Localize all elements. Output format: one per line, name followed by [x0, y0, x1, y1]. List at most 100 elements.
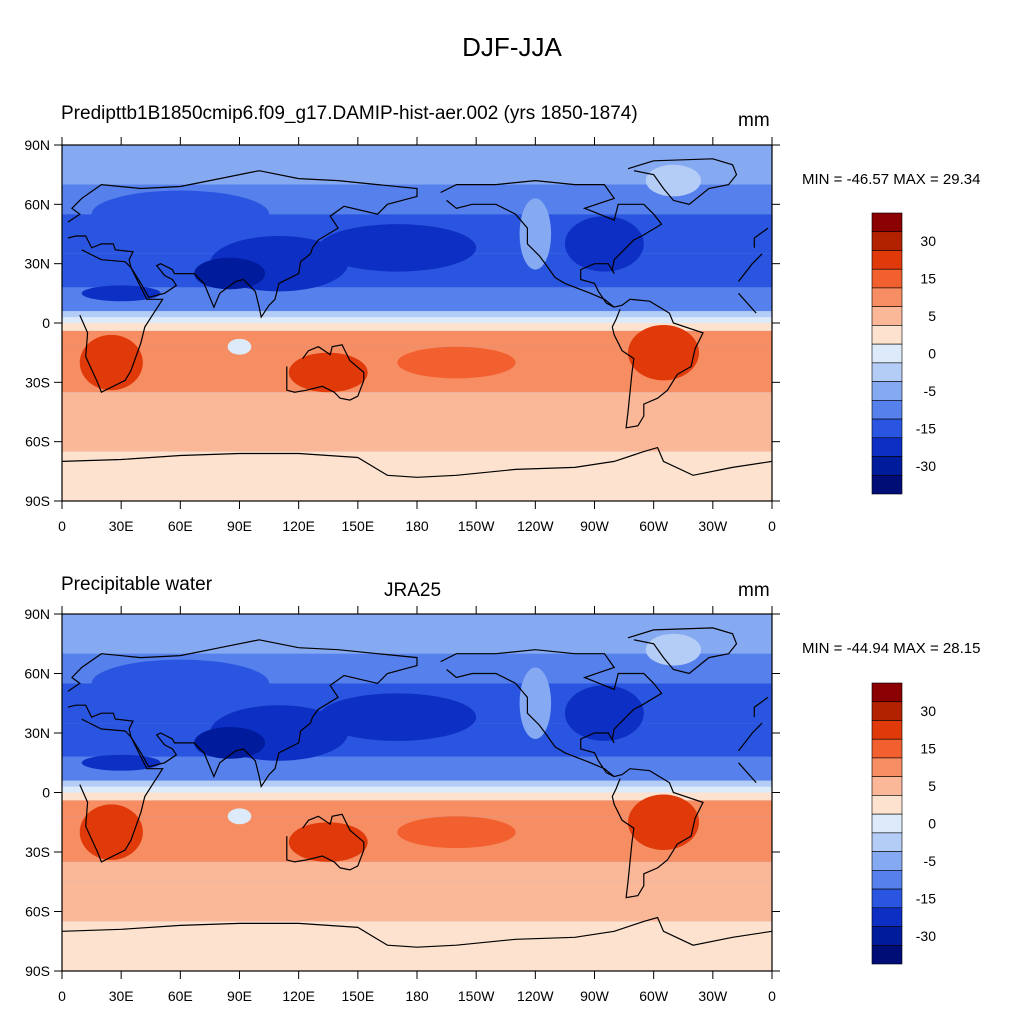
panel1-colorbar-swatch [871, 400, 903, 420]
panel1-sahel-blue [81, 285, 161, 302]
coastline-eurasia [753, 227, 769, 248]
panel1-colorbar-label: -5 [924, 383, 937, 399]
panel1-india-darkest-blue [194, 257, 266, 290]
panel1-colorbar-swatch [871, 343, 903, 364]
panel2-colorbar-label: 0 [928, 816, 936, 832]
panel2-minmax: MIN = -44.94 MAX = 28.15 [802, 640, 981, 657]
panel1-lat-label: 90N [24, 137, 50, 153]
panel1-greenland-light [645, 164, 702, 197]
panel2-lat-label: 60N [24, 666, 50, 682]
panel2-lat-label: 60S [25, 904, 50, 920]
panel2-band [62, 881, 772, 922]
panel1-brazil-red [628, 324, 700, 381]
panel2-center-label: JRA25 [384, 580, 442, 601]
panel1-colorbar-label: 0 [928, 346, 936, 362]
panel2-india-darkest-blue [194, 727, 266, 759]
panel1-nh-siberia-blue [91, 190, 270, 238]
panel1-band [62, 317, 772, 323]
panel2-lon-label: 0 [58, 988, 66, 1004]
panel1-lon-label: 120W [517, 518, 554, 534]
panel1-map [62, 145, 772, 501]
panel1-colorbar-label: 15 [920, 271, 936, 287]
panel2-lat-label: 90N [24, 606, 50, 622]
panel2-map [62, 614, 772, 971]
panel1-band [62, 451, 772, 501]
panel2-ocean-light [227, 808, 252, 825]
panel1-colorbar-swatch [871, 325, 903, 345]
panel2-lat-label: 30N [24, 725, 50, 741]
panel2-colorbar-swatch [871, 776, 903, 796]
panel2-band [62, 780, 772, 787]
panel2-colorbar-swatch [871, 888, 903, 909]
panel2-lon-label: 120W [517, 988, 554, 1004]
panel2-lon-label: 60E [168, 988, 193, 1004]
figure-title: DJF-JJA [462, 32, 562, 62]
coastline-eurasia [753, 696, 769, 718]
panel1-colorbar-swatch [871, 268, 903, 289]
coastline-australia [286, 813, 365, 871]
panel2-colorbar-swatch [871, 926, 903, 946]
panel1-colorbar-swatch [871, 212, 903, 233]
coastline-eurasia [67, 639, 418, 789]
panel1-colorbar-swatch [871, 381, 903, 401]
coastline-greenland [627, 627, 738, 675]
coastline-africa [738, 762, 757, 783]
panel2-lon-label: 120E [282, 988, 315, 1004]
panel2-brazil-red [628, 794, 700, 851]
panel1-lon-label: 150E [341, 518, 374, 534]
panel1-ocean-light [227, 338, 252, 355]
panel2-australia-red [288, 822, 368, 862]
panel2-lon-label: 0 [768, 988, 776, 1004]
panel2-left-label: Precipitable water [61, 574, 213, 595]
coastline-nam [440, 179, 663, 308]
panel1-rockies-light [519, 198, 552, 270]
panel1-namerica-blue [564, 216, 644, 272]
panel2-colorbar-swatch [871, 701, 903, 721]
panel2-npacific-blue [318, 693, 477, 741]
panel2-colorbar-swatch [871, 832, 903, 852]
panel2-lat-label: 0 [42, 785, 50, 801]
panel2-colorbar-swatch [871, 944, 903, 965]
panel2-colorbar-label: -30 [916, 928, 936, 944]
panel1-lon-label: 30E [109, 518, 134, 534]
panel2-greenland-light [645, 633, 702, 666]
panel1-spacific-orange [397, 346, 516, 379]
panel1-lon-label: 150W [458, 518, 495, 534]
panel2-colorbar-label: -15 [916, 890, 936, 906]
panel1-colorbar-swatch [871, 418, 903, 439]
coastline-africa [738, 253, 763, 282]
panel2-lon-label: 150E [341, 988, 374, 1004]
panel2-colorbar-swatch [871, 757, 903, 777]
panel1-colorbar-swatch [871, 474, 903, 495]
panel2-band [62, 792, 772, 801]
panel2-band [62, 786, 772, 793]
panel1-lat-label: 30S [25, 374, 50, 390]
panel1-npacific-blue [318, 224, 477, 272]
panel1-lon-label: 0 [58, 518, 66, 534]
coastline-africa [738, 292, 757, 314]
panel1-lon-label: 90W [580, 518, 610, 534]
panel1-lat-label: 30N [24, 256, 50, 272]
panel1-units: mm [738, 110, 770, 131]
panel2-colorbar-swatch [871, 738, 903, 759]
panel2-colorbar-label: 30 [920, 703, 936, 719]
coastline-australia [286, 344, 365, 401]
panel2-colorbar-label: 5 [928, 778, 936, 794]
panel2-colorbar-swatch [871, 813, 903, 834]
panel1-band [62, 323, 772, 331]
panel2-lon-label: 30E [109, 988, 134, 1004]
panel1-lat-label: 0 [42, 315, 50, 331]
coastline-greenland [627, 158, 738, 205]
panel2-lon-label: 90W [580, 988, 610, 1004]
panel2-nh-siberia-blue [91, 659, 270, 708]
panel1-colorbar-label: 30 [920, 233, 936, 249]
panel2-rockies-light [519, 667, 552, 739]
panel1-colorbar-label: 5 [928, 308, 936, 324]
panel2-colorbar-label: -5 [924, 853, 937, 869]
coastline-africa [79, 249, 164, 394]
coastline-antarctica [62, 916, 772, 948]
panel1-colorbar-label: -15 [916, 420, 936, 436]
panel2-units: mm [738, 580, 770, 601]
panel2-colorbar-swatch [871, 870, 903, 890]
